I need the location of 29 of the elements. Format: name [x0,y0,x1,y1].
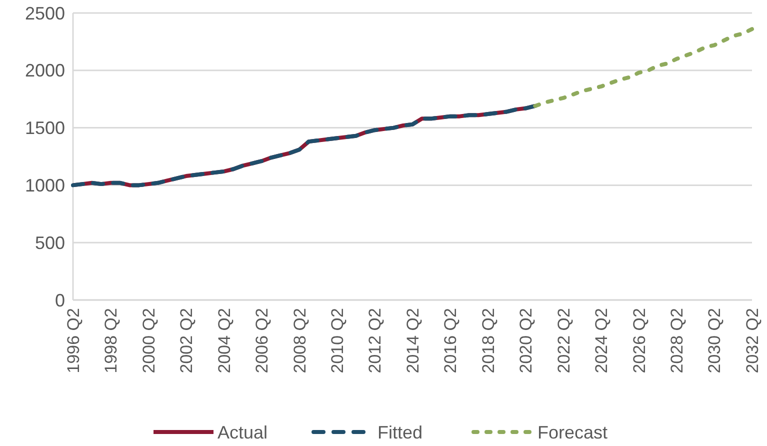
x-tick-label: 2022 Q2 [554,308,574,374]
legend-label: Fitted [378,422,423,442]
x-tick-label: 2002 Q2 [177,308,196,374]
x-tick-label: 2008 Q2 [290,308,310,374]
x-tick-label: 2010 Q2 [328,308,348,374]
y-tick-label: 500 [34,232,65,253]
line-series [533,27,754,108]
x-tick-label: 2026 Q2 [630,308,649,374]
x-tick-label: 1996 Q2 [64,308,83,374]
y-tick-label: 0 [54,290,65,310]
x-tick-label: 2018 Q2 [478,308,498,374]
y-tick-label: 1500 [24,118,65,138]
x-tick-label: 2014 Q2 [403,308,422,374]
x-tick-label: 2024 Q2 [592,308,612,374]
legend-label: Actual [218,422,268,442]
x-tick-label: 1998 Q2 [102,308,121,374]
x-tick-label: 2004 Q2 [214,308,234,374]
x-tick-label: 2032 Q2 [742,308,762,374]
x-tick-label: 2016 Q2 [441,308,460,374]
x-tick-label: 2000 Q2 [139,308,158,374]
x-tick-label: 2030 Q2 [705,308,724,374]
legend-label: Forecast [538,422,608,442]
x-tick-label: 2020 Q2 [516,308,536,374]
y-tick-label: 2500 [24,3,65,24]
y-tick-label: 2000 [24,60,65,81]
y-tick-label: 1000 [24,176,65,196]
x-tick-label: 2012 Q2 [366,308,385,374]
x-tick-label: 2006 Q2 [252,308,272,374]
x-tick-label: 2028 Q2 [668,308,687,374]
